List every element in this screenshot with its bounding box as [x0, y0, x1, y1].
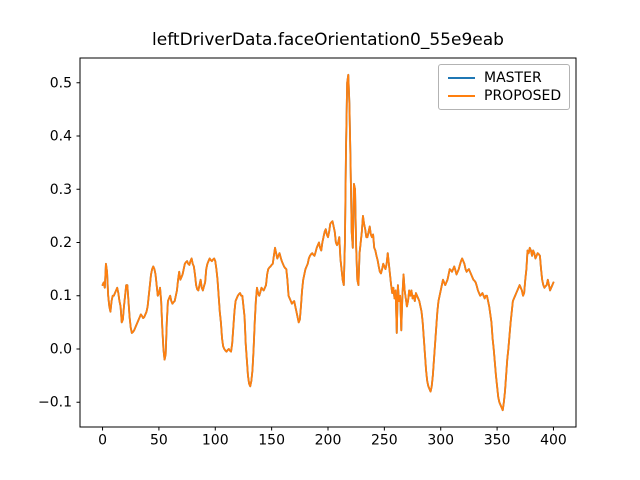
x-tick-label: 400 — [540, 433, 567, 449]
x-tick-label: 350 — [484, 433, 511, 449]
x-tick-label: 150 — [258, 433, 285, 449]
legend-entry-proposed: PROPOSED — [439, 89, 569, 103]
master-line-swatch — [448, 76, 475, 79]
y-tick-label: 0.1 — [50, 288, 72, 304]
series-line-proposed — [101, 73, 555, 412]
y-tick-label: −0.1 — [38, 395, 72, 411]
x-tick-label: 200 — [315, 433, 342, 449]
legend: MASTER PROPOSED — [438, 64, 570, 110]
y-tick-label: 0.5 — [50, 75, 72, 91]
x-tick-label: 100 — [202, 433, 229, 449]
y-tick-label: 0.2 — [50, 235, 72, 251]
x-tick-label: 250 — [371, 433, 398, 449]
x-tick-label: 300 — [427, 433, 454, 449]
legend-entry-master: MASTER — [439, 71, 569, 85]
proposed-line-swatch — [448, 95, 475, 98]
y-tick-label: 0.0 — [50, 341, 72, 357]
x-tick-label: 50 — [150, 433, 168, 449]
legend-label-master: MASTER — [484, 69, 542, 86]
y-tick-label: 0.4 — [50, 129, 72, 145]
x-tick-label: 0 — [98, 433, 107, 449]
chart-title: leftDriverData.faceOrientation0_55e9eab — [152, 30, 504, 50]
y-tick-label: 0.3 — [50, 182, 72, 198]
legend-label-proposed: PROPOSED — [484, 88, 562, 105]
series-line-master — [101, 73, 555, 412]
